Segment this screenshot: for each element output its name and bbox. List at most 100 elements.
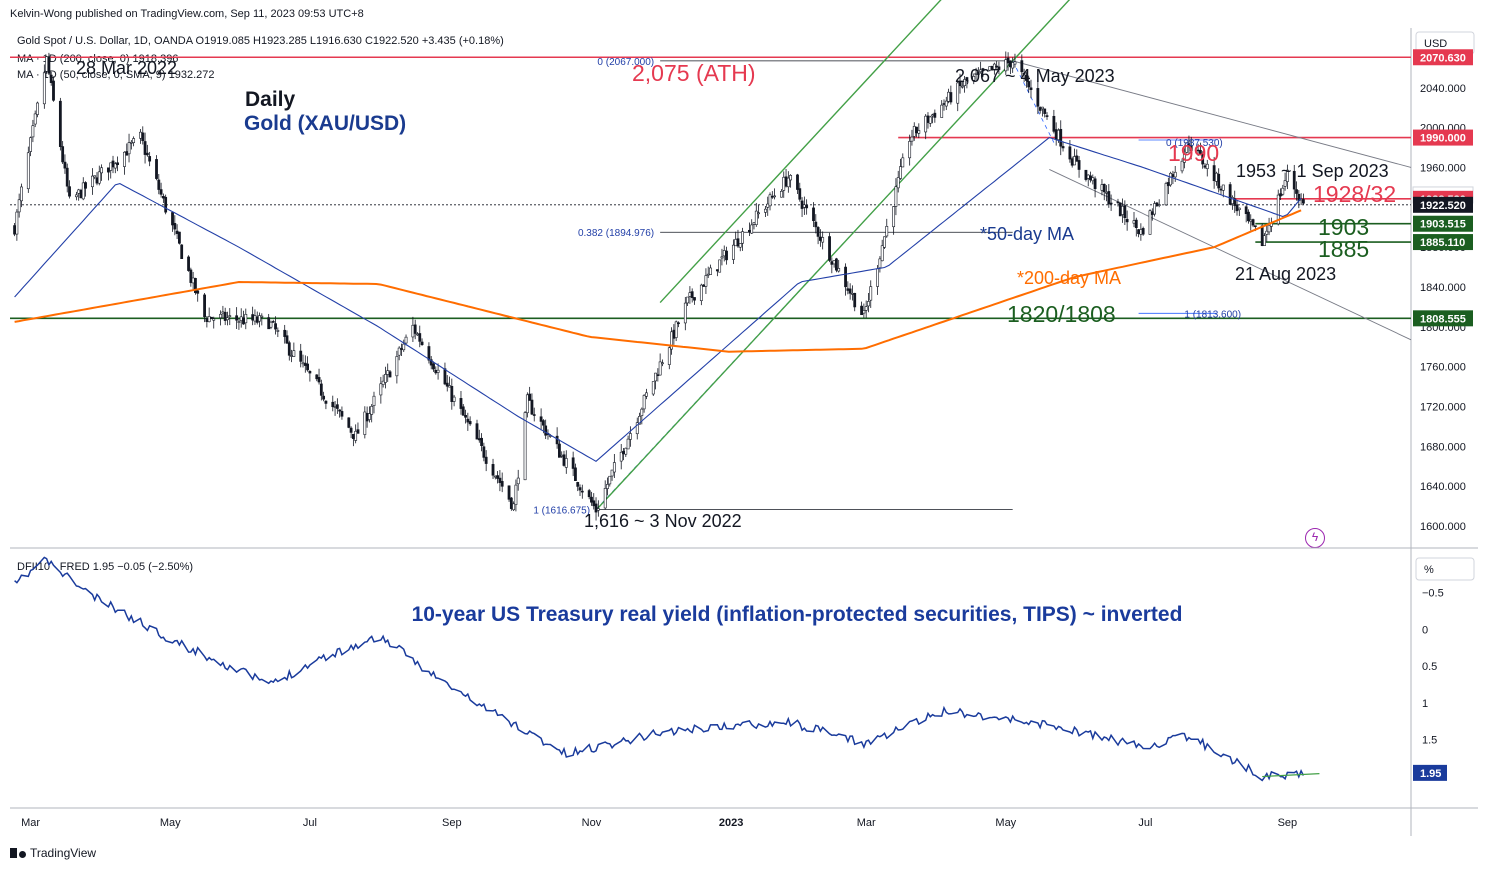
- candle-body: [49, 74, 53, 83]
- candle-body: [13, 225, 16, 235]
- candle-body: [107, 167, 110, 173]
- time-tick: Sep: [1278, 817, 1298, 829]
- candle-body: [645, 392, 648, 397]
- time-axis[interactable]: Mar May Jul Sep Nov 2023 Mar May Jul Sep: [21, 817, 1297, 829]
- fib-b1-label: 1 (1813.600): [1184, 309, 1241, 320]
- time-tick: 2023: [719, 817, 743, 829]
- candle-body: [315, 374, 319, 380]
- time-tick: Nov: [582, 817, 602, 829]
- candle-body: [965, 77, 969, 82]
- candle-body: [148, 156, 152, 162]
- candle-body: [1180, 160, 1184, 172]
- candle-body: [507, 485, 511, 500]
- candle-body: [132, 138, 136, 143]
- candle-body: [370, 406, 374, 415]
- candle-body: [981, 68, 985, 72]
- candle-body: [892, 206, 896, 228]
- candle-body: [1219, 188, 1223, 191]
- candle-body: [26, 152, 30, 190]
- time-tick: Sep: [442, 817, 462, 829]
- candle-body: [706, 273, 710, 276]
- chart-title: Daily: [245, 88, 296, 111]
- candle-body: [942, 103, 946, 105]
- fib-b0-label: 0 (1987.530): [1166, 138, 1223, 149]
- candle-body: [285, 335, 289, 344]
- candle-body: [949, 92, 953, 103]
- candle-body: [1132, 220, 1136, 224]
- tips-tick: −0.5: [1422, 587, 1444, 599]
- candle-body: [1260, 225, 1264, 247]
- candle-body: [219, 313, 223, 319]
- candle-body: [1121, 205, 1124, 215]
- candle-body: [109, 162, 113, 171]
- candle-body: [1276, 194, 1280, 225]
- candle-body: [963, 79, 967, 86]
- candle-body: [354, 430, 358, 441]
- ma200-legend[interactable]: MA · 1D (200, close, 0) 1918.396: [17, 53, 179, 65]
- candle-body: [1283, 180, 1287, 187]
- candle-body: [784, 176, 788, 187]
- candle-body: [267, 317, 271, 330]
- candle-body: [253, 315, 257, 322]
- candle-body: [349, 427, 353, 433]
- tips-tick: 0: [1422, 624, 1428, 636]
- candle-body: [667, 347, 671, 365]
- candle-body: [651, 381, 655, 395]
- tips-value-box: [1413, 764, 1447, 781]
- lower-unit-button[interactable]: [1415, 557, 1475, 581]
- time-tick: Mar: [857, 817, 876, 829]
- price-tag-label: 1990.000: [1420, 133, 1466, 145]
- symbol-ohlc-line[interactable]: Gold Spot / U.S. Dollar, 1D, OANDA O1919…: [17, 35, 504, 47]
- candle-body: [351, 433, 355, 439]
- candle-body: [434, 369, 438, 374]
- ma50-legend[interactable]: MA · 1D (50, close, 0, SMA, 9) 1932.272: [17, 69, 215, 81]
- candle-body: [482, 446, 486, 458]
- candle-body: [1011, 62, 1015, 69]
- candle-body: [574, 467, 577, 481]
- candle-body: [420, 341, 424, 345]
- price-axis[interactable]: 2040.0002000.0001960.0001920.0001880.000…: [1420, 83, 1466, 533]
- candle-body: [683, 302, 687, 324]
- candle-body: [915, 126, 918, 134]
- candle-body: [368, 413, 371, 420]
- candle-body: [500, 481, 504, 487]
- candle-body: [404, 336, 408, 344]
- time-tick: Mar: [21, 817, 40, 829]
- candle-body: [1302, 199, 1305, 204]
- candle-body: [1182, 153, 1186, 163]
- price-tick: 1960.000: [1420, 162, 1466, 174]
- candle-body: [221, 311, 225, 314]
- candle-body: [1253, 225, 1257, 227]
- candle-body: [571, 457, 575, 469]
- candle-body: [1054, 129, 1058, 140]
- tradingview-logo[interactable]: TradingView: [10, 846, 96, 860]
- candle-body: [619, 451, 623, 462]
- candles: [13, 51, 1305, 521]
- candle-body: [674, 321, 678, 338]
- candle-body: [1215, 172, 1218, 182]
- candle-body: [464, 415, 467, 418]
- ma50-line: [14, 136, 1302, 462]
- candle-body: [867, 301, 870, 307]
- lower-pane-legend[interactable]: DFII10 · FRED 1.95 −0.05 (−2.50%): [17, 561, 194, 573]
- candle-body: [42, 72, 46, 105]
- candle-body: [1137, 229, 1140, 234]
- price-tag-box: [1413, 215, 1473, 232]
- candle-body: [1091, 177, 1095, 182]
- fib-labels: 0 (2067.000) 0.382 (1894.976) 1 (1616.675)…: [533, 57, 1241, 517]
- candle-body: [773, 195, 776, 198]
- candle-body: [258, 315, 261, 322]
- candle-body: [1155, 202, 1159, 207]
- candle-body: [780, 190, 783, 198]
- candle-body: [690, 291, 694, 298]
- candle-body: [686, 296, 690, 304]
- candle-body: [427, 346, 431, 361]
- candle-body: [226, 317, 229, 321]
- r1990-label: 1990: [1168, 140, 1219, 166]
- time-tick: May: [160, 817, 181, 829]
- candle-body: [853, 292, 857, 308]
- candle-body: [894, 186, 898, 207]
- candle-body: [748, 229, 751, 233]
- candle-body: [477, 438, 481, 441]
